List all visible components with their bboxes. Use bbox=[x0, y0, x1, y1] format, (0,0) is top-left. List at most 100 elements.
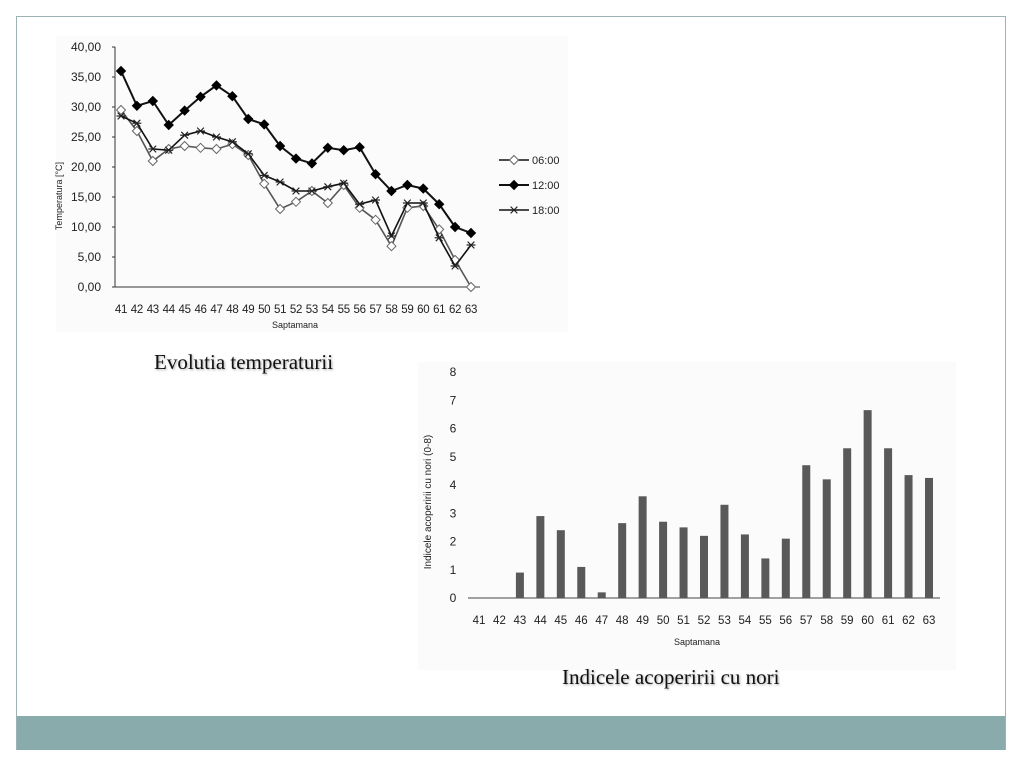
temperature-data-point bbox=[291, 187, 301, 195]
temperature-x-tick-label: 59 bbox=[401, 304, 413, 316]
cloud-x-tick-label: 55 bbox=[759, 615, 772, 627]
footer-band bbox=[17, 716, 1005, 750]
temperature-data-point bbox=[386, 185, 397, 197]
cloud-x-tick-label: 48 bbox=[616, 615, 629, 627]
cloud-bar bbox=[740, 534, 749, 598]
temperature-x-tick-label: 56 bbox=[354, 304, 366, 316]
temperature-data-point bbox=[243, 150, 253, 158]
temperature-x-tick-label: 57 bbox=[369, 304, 381, 316]
temperature-legend-item: 12:00 bbox=[499, 179, 560, 192]
temperature-x-tick-label: 48 bbox=[226, 304, 238, 316]
temperature-data-point bbox=[258, 178, 270, 190]
temperature-data-point bbox=[147, 95, 159, 107]
temperature-data-point bbox=[195, 142, 206, 154]
temperature-data-point bbox=[164, 146, 174, 154]
temperature-x-tick-label: 47 bbox=[210, 304, 222, 316]
temperature-data-point bbox=[339, 179, 349, 187]
temperature-data-point bbox=[433, 198, 445, 210]
cloud-x-tick-label: 57 bbox=[800, 615, 813, 627]
temperature-x-tick-label: 41 bbox=[115, 304, 127, 316]
temperature-data-point bbox=[323, 183, 333, 191]
cloud-bar bbox=[843, 448, 852, 598]
cloud-bar bbox=[618, 523, 627, 598]
cloud-y-tick-label: 7 bbox=[450, 393, 457, 407]
temperature-plot-background bbox=[56, 36, 568, 332]
cloud-y-tick-label: 0 bbox=[450, 591, 457, 605]
temperature-chart-caption: Evolutia temperaturii bbox=[154, 350, 334, 374]
temperature-data-point bbox=[322, 197, 334, 209]
temperature-data-point bbox=[434, 234, 444, 242]
temperature-data-point bbox=[147, 155, 159, 167]
cloud-x-tick-label: 53 bbox=[718, 615, 731, 627]
cloud-x-tick-label: 46 bbox=[575, 615, 588, 627]
cloud-x-tick-label: 51 bbox=[677, 615, 690, 627]
cloud-x-tick-label: 42 bbox=[493, 615, 506, 627]
temperature-y-tick-label: 25,00 bbox=[71, 130, 101, 144]
temperature-legend-marker bbox=[508, 154, 520, 166]
cloud-x-tick-label: 58 bbox=[820, 615, 833, 627]
temperature-y-axis-label: Temperatura [°C] bbox=[54, 162, 64, 230]
temperature-data-point bbox=[402, 199, 412, 207]
temperature-data-point bbox=[354, 202, 365, 214]
cloud-x-tick-label: 63 bbox=[923, 615, 936, 627]
temperature-data-point bbox=[338, 144, 349, 156]
temperature-y-tick-label: 20,00 bbox=[71, 160, 101, 174]
temperature-data-point bbox=[449, 221, 461, 233]
cloud-bar bbox=[515, 572, 524, 598]
temperature-y-tick-label: 0,00 bbox=[78, 280, 102, 294]
temperature-data-point bbox=[259, 171, 269, 180]
temperature-x-tick-label: 49 bbox=[242, 304, 254, 316]
cloud-x-tick-label: 41 bbox=[473, 615, 486, 627]
cloud-bar bbox=[597, 592, 606, 598]
temperature-data-point bbox=[116, 112, 126, 120]
temperature-x-tick-label: 46 bbox=[194, 304, 206, 316]
temperature-data-point bbox=[195, 91, 206, 103]
temperature-data-point bbox=[148, 145, 158, 153]
temperature-x-tick-label: 55 bbox=[338, 304, 350, 316]
cloud-y-tick-label: 2 bbox=[450, 535, 457, 549]
temperature-y-tick-label: 5,00 bbox=[78, 250, 102, 264]
temperature-x-tick-label: 45 bbox=[179, 304, 191, 316]
temperature-x-tick-label: 44 bbox=[163, 304, 176, 316]
cloud-x-tick-label: 45 bbox=[554, 615, 567, 627]
temperature-x-tick-label: 63 bbox=[465, 304, 477, 316]
cloud-bar bbox=[720, 504, 729, 598]
temperature-data-point bbox=[418, 183, 429, 194]
temperature-x-tick-label: 54 bbox=[322, 304, 335, 316]
temperature-data-point bbox=[402, 179, 413, 191]
temperature-data-point bbox=[258, 119, 270, 130]
temperature-y-tick-label: 40,00 bbox=[71, 40, 101, 54]
cloud-x-tick-label: 43 bbox=[514, 615, 527, 627]
temperature-data-point bbox=[211, 143, 222, 155]
temperature-data-point bbox=[370, 168, 381, 180]
cloud-x-tick-label: 50 bbox=[657, 615, 670, 627]
cloud-y-tick-label: 6 bbox=[450, 422, 457, 436]
temperature-data-point bbox=[227, 138, 237, 146]
cloud-y-axis-label: Indicele acoperirii cu nori (0-8) bbox=[423, 435, 434, 570]
temperature-x-tick-label: 60 bbox=[417, 304, 429, 316]
cloud-y-tick-label: 5 bbox=[450, 450, 457, 464]
temperature-data-point bbox=[196, 127, 206, 135]
temperature-x-tick-label: 61 bbox=[433, 304, 445, 316]
temperature-data-point bbox=[179, 105, 190, 116]
cloud-bar bbox=[556, 530, 565, 598]
temperature-data-point bbox=[355, 200, 365, 208]
cloud-y-tick-label: 3 bbox=[450, 506, 457, 520]
temperature-data-point bbox=[274, 203, 286, 215]
temperature-data-point bbox=[386, 240, 397, 252]
cloud-bar bbox=[904, 475, 913, 598]
cloud-y-tick-label: 1 bbox=[450, 563, 457, 577]
cloud-x-tick-label: 47 bbox=[595, 615, 608, 627]
temperature-x-tick-label: 43 bbox=[147, 304, 159, 316]
cloud-bar bbox=[925, 477, 933, 598]
cloud-x-tick-label: 52 bbox=[698, 615, 711, 627]
temperature-y-tick-label: 35,00 bbox=[71, 70, 101, 84]
temperature-x-tick-label: 50 bbox=[258, 304, 270, 316]
temperature-legend-marker bbox=[509, 206, 519, 214]
temperature-series-1800 bbox=[116, 112, 476, 270]
cloud-x-tick-label: 61 bbox=[882, 615, 895, 627]
temperature-legend-item: 18:00 bbox=[499, 205, 560, 217]
temperature-data-point bbox=[180, 131, 190, 139]
temperature-data-point bbox=[290, 196, 302, 208]
